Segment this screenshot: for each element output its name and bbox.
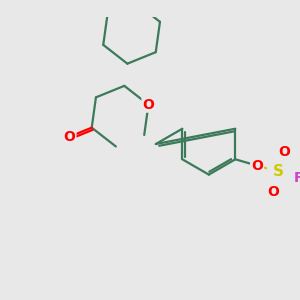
Text: O: O — [251, 159, 263, 172]
Text: S: S — [273, 164, 284, 179]
Text: O: O — [64, 130, 76, 144]
Text: O: O — [279, 145, 290, 159]
Text: F: F — [294, 171, 300, 184]
Text: O: O — [267, 185, 279, 199]
Text: O: O — [142, 98, 154, 112]
